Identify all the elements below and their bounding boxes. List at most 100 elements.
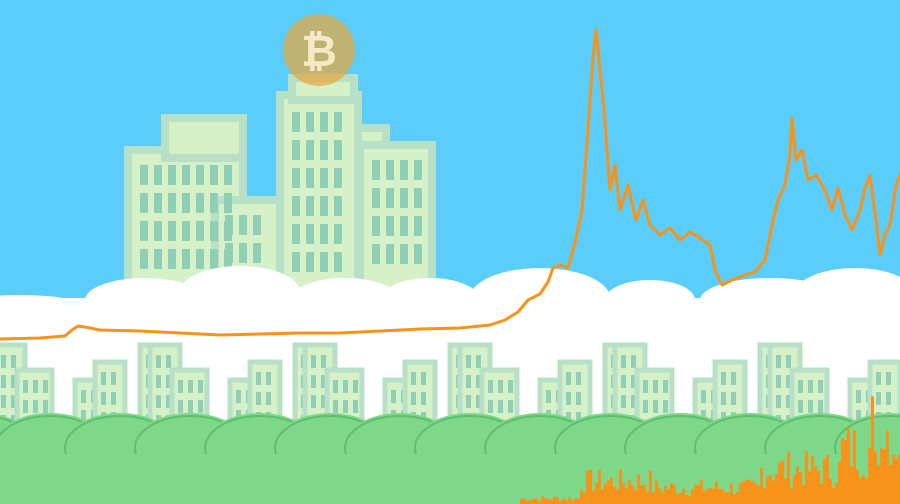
volume-bar — [718, 488, 721, 504]
volume-bar — [592, 490, 595, 504]
volume-bar — [562, 498, 565, 504]
building-window — [210, 193, 218, 213]
building-window — [476, 375, 481, 388]
volume-bar — [664, 485, 667, 504]
volume-bar — [598, 470, 601, 504]
volume-bar — [604, 483, 607, 504]
volume-bar — [526, 500, 529, 504]
building-window — [421, 392, 426, 405]
volume-bar — [694, 484, 697, 504]
building-window — [239, 243, 247, 263]
building-window — [1, 355, 6, 368]
volume-bar — [772, 480, 775, 504]
volume-bar — [805, 451, 808, 504]
volume-bar — [640, 485, 643, 504]
building-window — [188, 380, 193, 393]
building-window — [81, 390, 86, 403]
building-window — [1, 395, 6, 408]
building-window — [168, 165, 176, 185]
volume-bar — [532, 498, 535, 504]
building-window — [721, 372, 726, 385]
building-window — [306, 252, 314, 272]
volume-bar — [574, 498, 577, 504]
building-window — [386, 160, 394, 180]
building-window — [166, 395, 171, 408]
building-window — [576, 412, 581, 425]
building-window — [311, 355, 316, 368]
volume-bar — [886, 430, 889, 504]
building-window — [372, 244, 380, 264]
building-window — [334, 112, 342, 132]
building-window — [808, 400, 813, 413]
volume-bar — [748, 480, 751, 504]
volume-bar — [862, 475, 865, 504]
volume-bar — [541, 496, 544, 504]
volume-bar — [724, 492, 727, 504]
volume-bar — [589, 469, 592, 504]
building-window — [23, 380, 28, 393]
volume-bar — [556, 497, 559, 504]
volume-bar — [751, 481, 754, 504]
volume-bar — [781, 460, 784, 504]
building-window — [196, 193, 204, 213]
volume-bar — [739, 483, 742, 504]
building-window — [631, 375, 636, 388]
building-window — [224, 193, 232, 213]
building-window — [721, 392, 726, 405]
building-window — [140, 193, 148, 213]
building-window — [33, 380, 38, 393]
building-window — [353, 380, 358, 393]
building-window — [400, 216, 408, 236]
background-building — [276, 91, 362, 304]
building-window — [111, 372, 116, 385]
volume-bar — [865, 478, 868, 504]
building-window — [321, 355, 326, 368]
volume-bar — [571, 500, 574, 504]
volume-bar — [652, 492, 655, 504]
volume-bar — [763, 487, 766, 504]
building-window — [731, 392, 736, 405]
building-window — [546, 390, 551, 403]
volume-bar — [775, 473, 778, 504]
building-window — [154, 221, 162, 241]
volume-bar — [814, 466, 817, 504]
volume-bar — [826, 454, 829, 504]
building-window — [631, 355, 636, 368]
volume-bar — [877, 465, 880, 504]
price-line — [0, 28, 900, 341]
building-window — [166, 355, 171, 368]
volume-bar — [637, 474, 640, 504]
volume-bar — [568, 497, 571, 504]
building-window — [224, 165, 232, 185]
building-window — [333, 400, 338, 413]
building-window — [253, 215, 261, 235]
building-window — [311, 395, 316, 408]
volume-bar — [607, 480, 610, 504]
cloud — [470, 268, 610, 328]
building-window — [168, 193, 176, 213]
building-window — [701, 390, 706, 403]
building-window — [292, 252, 300, 272]
building-window — [621, 395, 626, 408]
building-window — [508, 400, 513, 413]
volume-bar — [601, 489, 604, 504]
volume-bar — [859, 477, 862, 504]
building-window — [140, 165, 148, 185]
building-window — [566, 392, 571, 405]
volume-bar — [802, 485, 805, 504]
building-window — [808, 380, 813, 393]
volume-bar — [730, 483, 733, 504]
building-window — [372, 216, 380, 236]
building-window — [101, 392, 106, 405]
volume-bar — [829, 478, 832, 504]
building-window — [498, 400, 503, 413]
building-window — [81, 410, 86, 423]
building-window — [321, 375, 326, 388]
building-window — [818, 380, 823, 393]
building-window — [236, 390, 241, 403]
building-window — [178, 380, 183, 393]
volume-bar — [715, 481, 718, 504]
building-window — [11, 355, 16, 368]
volume-bar — [778, 462, 781, 504]
building-window — [210, 221, 218, 241]
